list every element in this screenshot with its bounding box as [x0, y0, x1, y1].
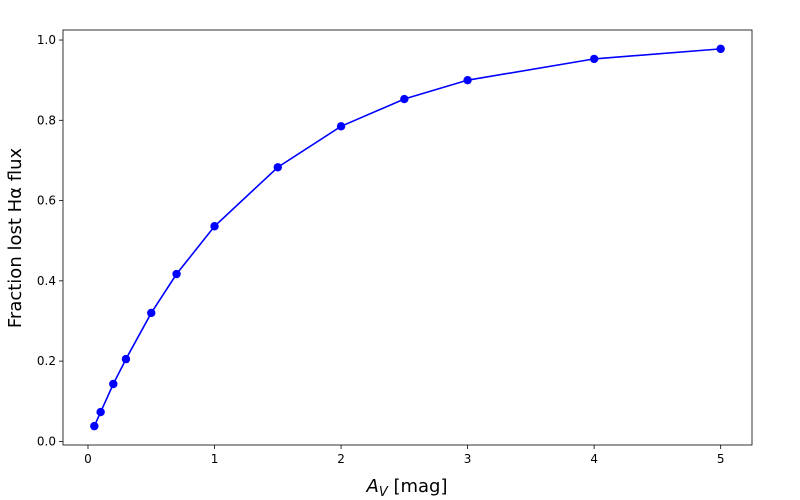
x-tick-label: 3: [464, 452, 472, 466]
axes-frame: [62, 29, 753, 446]
data-line: [93, 48, 721, 427]
x-tick-label: 0: [84, 452, 92, 466]
x-tick-label: 5: [717, 452, 725, 466]
data-point: [336, 122, 346, 131]
data-point: [716, 44, 725, 54]
data-point: [210, 222, 219, 231]
data-point: [463, 75, 472, 85]
data-point: [109, 379, 118, 389]
data-point: [273, 163, 282, 172]
y-tick-label: 0.6: [37, 194, 56, 208]
x-label-base: A: [366, 476, 379, 497]
y-tick-label: 1.0: [37, 33, 56, 47]
data-point: [121, 354, 131, 364]
x-tick-label: 1: [211, 452, 219, 466]
y-tick-label: 0.0: [37, 434, 56, 448]
x-axis-label: AV [mag]: [366, 476, 448, 500]
data-point: [172, 269, 181, 279]
y-tick-label: 0.4: [37, 274, 56, 288]
x-tick-label: 4: [590, 452, 598, 466]
data-point: [400, 94, 409, 104]
data-point: [589, 54, 599, 64]
x-label-sub: V: [379, 485, 389, 500]
y-tick-label: 0.8: [37, 113, 56, 127]
y-axis-label: Fraction lost Hα flux: [5, 148, 26, 329]
data-point: [147, 308, 156, 318]
data-point: [96, 407, 105, 417]
y-tick-label: 0.2: [37, 354, 56, 368]
data-point: [90, 421, 99, 431]
x-label-rest: [mag]: [388, 476, 448, 497]
x-tick-label: 2: [337, 452, 345, 466]
